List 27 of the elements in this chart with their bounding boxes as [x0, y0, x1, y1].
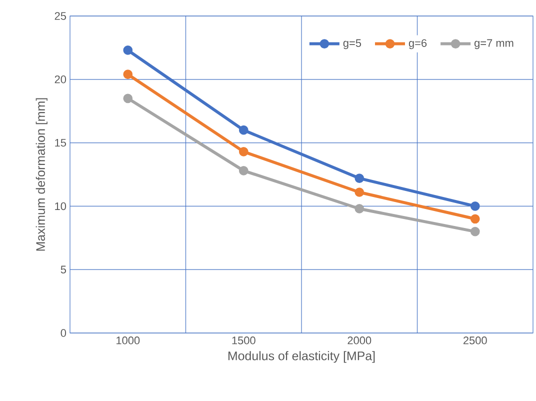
point: [470, 226, 480, 236]
point: [238, 146, 248, 156]
point: [354, 174, 364, 183]
point: [470, 214, 480, 224]
y-tick-label: 20: [54, 76, 66, 84]
y-tick-label: 5: [60, 266, 66, 274]
legend-label: g=6: [408, 39, 427, 50]
y-tick-label: 15: [55, 138, 66, 147]
point: [354, 188, 364, 197]
point: [238, 166, 248, 176]
point: [123, 94, 133, 104]
x-tick-label: 1000: [116, 336, 140, 344]
point: [123, 70, 133, 80]
y-axis-title: Maximum deformation [mm]: [36, 98, 48, 251]
x-tick-label: 1500: [232, 336, 256, 344]
y-tick-label: 10: [55, 202, 66, 210]
point: [354, 204, 364, 214]
legend-label: g=7 mm: [474, 39, 514, 50]
y-tick-label: 0: [60, 329, 66, 337]
x-tick-label: 2500: [463, 336, 487, 344]
x-tick-label: 2000: [348, 336, 372, 344]
point: [470, 202, 480, 211]
point: [123, 46, 133, 55]
y-tick-label: 25: [54, 12, 66, 20]
legend-label: g=5: [343, 39, 362, 50]
point: [238, 125, 248, 135]
x-axis-title: Modulus of elasticity [MPa]: [228, 351, 375, 363]
